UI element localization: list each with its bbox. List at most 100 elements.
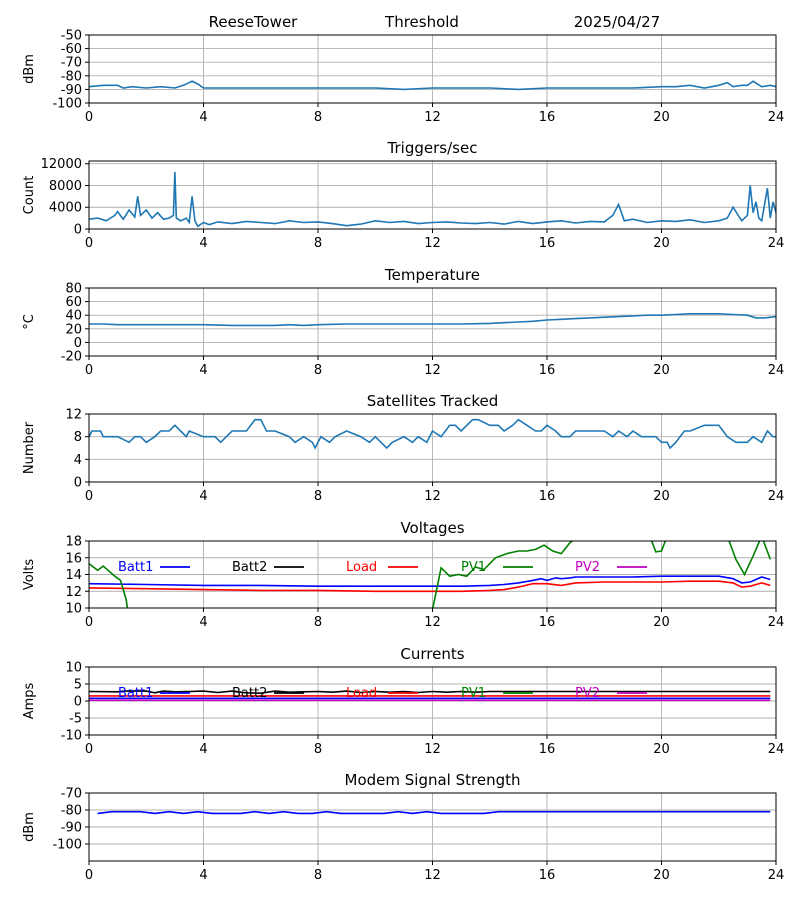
y-tick-label: -10 xyxy=(61,729,82,744)
y-tick-label: 10 xyxy=(65,602,82,617)
x-tick-label: 0 xyxy=(85,615,93,630)
series-line-1 xyxy=(89,80,776,91)
header-station: ReeseTower xyxy=(209,13,299,31)
x-tick-label: 24 xyxy=(768,363,785,378)
series-line-1 xyxy=(89,418,776,450)
panel-7: 0 4 8 12 16 20 24 -100 -90 -80 -70 Modem Signal Str… xyxy=(22,771,784,883)
y-tick-label: 12 xyxy=(65,408,82,423)
x-tick-label: 8 xyxy=(314,363,322,378)
y-tick-label: 80 xyxy=(65,282,82,297)
header-date: 2025/04/27 xyxy=(574,13,660,31)
y-tick-label: 4 xyxy=(74,453,82,468)
y-axis-label: °C xyxy=(22,314,37,330)
panel-2: 0 4 8 12 16 20 24 0 4000 8000 12000 Triggers/sec Cou… xyxy=(22,139,784,251)
x-tick-label: 20 xyxy=(653,489,670,504)
x-tick-label: 12 xyxy=(424,236,441,251)
x-tick-label: 16 xyxy=(539,236,556,251)
legend-label-batt2: Batt2 xyxy=(232,560,267,575)
x-tick-label: 12 xyxy=(424,742,441,757)
panel-title: Voltages xyxy=(400,519,464,537)
x-tick-label: 4 xyxy=(199,868,207,883)
y-tick-label: -100 xyxy=(52,97,82,112)
x-tick-label: 24 xyxy=(768,110,785,125)
y-tick-label: 8000 xyxy=(49,179,82,194)
x-tick-label: 12 xyxy=(424,363,441,378)
y-axis-label: Number xyxy=(22,421,37,474)
y-tick-label: -80 xyxy=(61,804,82,819)
series-line-pv1 xyxy=(89,541,772,608)
legend-label-pv1: PV1 xyxy=(461,686,486,701)
x-tick-label: 0 xyxy=(85,742,93,757)
legend-label-batt1: Batt1 xyxy=(118,686,153,701)
y-tick-label: 60 xyxy=(65,295,82,310)
y-tick-label: -70 xyxy=(61,787,82,802)
x-tick-label: 20 xyxy=(653,742,670,757)
x-tick-label: 24 xyxy=(768,868,785,883)
y-tick-label: 40 xyxy=(65,309,82,324)
x-tick-label: 12 xyxy=(424,868,441,883)
y-tick-label: 12000 xyxy=(41,157,82,172)
y-tick-label: 16 xyxy=(65,551,82,566)
y-axis-label: dBm xyxy=(22,812,37,842)
y-tick-label: 12 xyxy=(65,585,82,600)
panel-1: 0 4 8 12 16 20 24 -100-90-80-70-60-50 dBm xyxy=(22,29,784,126)
legend-label-pv1: PV1 xyxy=(461,560,486,575)
y-tick-label: -90 xyxy=(61,83,82,98)
x-tick-label: 16 xyxy=(539,615,556,630)
y-tick-label: 18 xyxy=(65,535,82,550)
y-tick-label: 20 xyxy=(65,322,82,337)
y-tick-label: -90 xyxy=(61,821,82,836)
x-tick-label: 4 xyxy=(199,363,207,378)
y-axis-label: Count xyxy=(22,176,37,215)
x-tick-label: 24 xyxy=(768,742,785,757)
x-tick-label: 20 xyxy=(653,110,670,125)
x-tick-label: 16 xyxy=(539,363,556,378)
series-line-batt1 xyxy=(89,575,771,587)
x-tick-label: 20 xyxy=(653,363,670,378)
series-line-1 xyxy=(89,171,776,228)
panel-title: Triggers/sec xyxy=(387,139,478,157)
y-tick-label: -70 xyxy=(61,56,82,71)
x-tick-label: 12 xyxy=(424,110,441,125)
x-tick-label: 0 xyxy=(85,110,93,125)
x-tick-label: 4 xyxy=(199,236,207,251)
legend-label-load: Load xyxy=(346,560,377,575)
x-tick-label: 8 xyxy=(314,615,322,630)
legend-label-load: Load xyxy=(346,686,377,701)
x-tick-label: 16 xyxy=(539,110,556,125)
y-tick-label: -80 xyxy=(61,69,82,84)
x-tick-label: 4 xyxy=(199,110,207,125)
x-tick-label: 16 xyxy=(539,868,556,883)
x-tick-label: 8 xyxy=(314,489,322,504)
x-tick-label: 24 xyxy=(768,615,785,630)
x-tick-label: 16 xyxy=(539,742,556,757)
y-tick-label: 8 xyxy=(74,430,82,445)
y-axis-label: dBm xyxy=(22,54,37,84)
x-tick-label: 0 xyxy=(85,868,93,883)
y-tick-label: -50 xyxy=(61,29,82,44)
y-axis-label: Amps xyxy=(22,682,37,719)
x-tick-label: 20 xyxy=(653,868,670,883)
x-tick-label: 24 xyxy=(768,236,785,251)
x-tick-label: 4 xyxy=(199,489,207,504)
y-tick-label: -20 xyxy=(61,350,82,365)
x-tick-label: 12 xyxy=(424,615,441,630)
panel-4: 0 4 8 12 16 20 24 0 4 8 12 Satellites Tracked Number xyxy=(22,392,784,504)
panel-title: Satellites Tracked xyxy=(367,392,498,410)
x-tick-label: 8 xyxy=(314,868,322,883)
y-tick-label: 14 xyxy=(65,568,82,583)
x-tick-label: 0 xyxy=(85,489,93,504)
legend-label-pv2: PV2 xyxy=(575,686,600,701)
legend-label-pv2: PV2 xyxy=(575,560,600,575)
panel-title: Currents xyxy=(400,645,464,663)
series-line-1 xyxy=(89,313,776,327)
series-line-batt2 xyxy=(89,690,771,695)
y-axis-label: Volts xyxy=(22,559,37,591)
x-tick-label: 0 xyxy=(85,363,93,378)
header-label: Threshold xyxy=(384,13,459,31)
series-line-load xyxy=(89,580,771,593)
y-tick-label: -5 xyxy=(69,712,82,727)
